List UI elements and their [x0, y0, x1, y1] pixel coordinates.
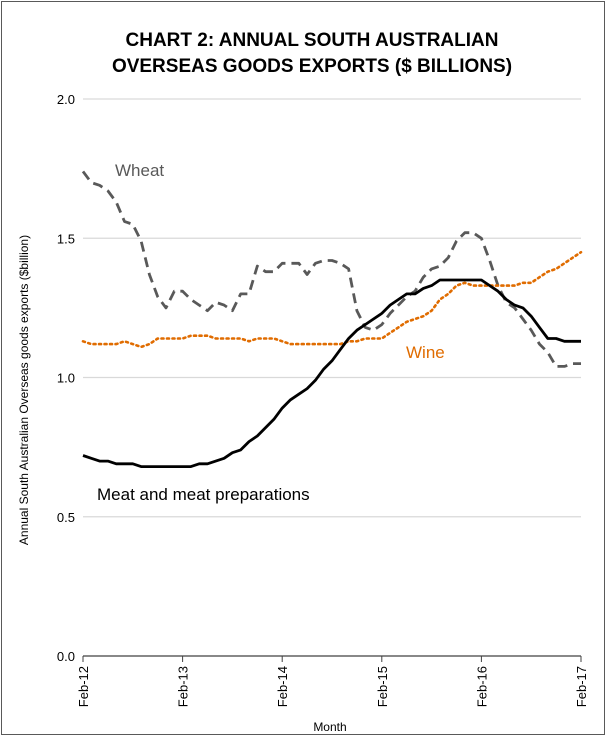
series-line-2	[82, 278, 581, 469]
series-label-2: Meat and meat preparations	[97, 485, 310, 504]
x-tick-label: Feb-16	[474, 666, 489, 707]
y-axis-label: Annual South Australian Overseas goods e…	[17, 235, 31, 545]
x-axis-label: Month	[313, 720, 346, 734]
y-tick-label: 0.5	[57, 510, 75, 525]
x-tick-label: Feb-17	[574, 666, 589, 707]
series-labels: Wheat Wine Meat and meat preparations	[97, 161, 445, 504]
series-line-1	[81, 250, 583, 349]
series-label-0: Wheat	[115, 161, 164, 180]
x-tick-label: Feb-12	[76, 666, 91, 707]
y-tick-label: 1.5	[57, 231, 75, 246]
chart-title-line2: OVERSEAS GOODS EXPORTS ($ BILLIONS)	[112, 56, 512, 77]
y-tick-label: 0.0	[57, 649, 75, 664]
series-line-0	[81, 170, 581, 368]
y-axis-ticks: 0.0 0.5 1.0 1.5 2.0	[57, 92, 75, 664]
series-lines	[81, 170, 583, 469]
x-tick-label: Feb-14	[275, 666, 290, 707]
x-tick-label: Feb-15	[375, 666, 390, 707]
y-tick-label: 1.0	[57, 371, 75, 386]
gridlines	[83, 98, 581, 657]
chart-title-line1: CHART 2: ANNUAL SOUTH AUSTRALIAN	[126, 30, 499, 51]
y-tick-label: 2.0	[57, 92, 75, 107]
x-tick-label: Feb-13	[176, 666, 191, 707]
series-label-1: Wine	[406, 343, 445, 362]
x-axis-ticks: Feb-12 Feb-13 Feb-14 Feb-15 Feb-16 Feb-17	[76, 656, 589, 707]
